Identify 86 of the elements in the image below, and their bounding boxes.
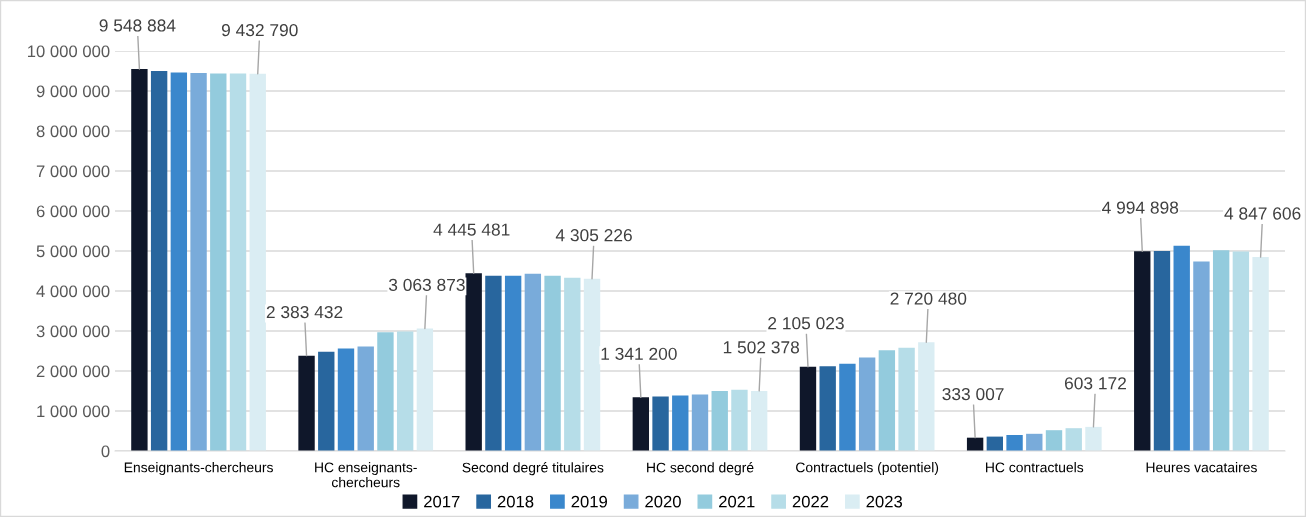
y-tick-label: 4 000 000: [36, 285, 110, 298]
bar: [652, 396, 669, 451]
legend-label: 2019: [571, 495, 608, 508]
legend-label: 2021: [719, 495, 755, 508]
bar: [210, 73, 227, 451]
bar: [1065, 428, 1082, 451]
data-label: 2 383 432: [266, 305, 343, 319]
bar: [131, 69, 148, 451]
bar: [819, 366, 836, 451]
x-tick-label: Second degré titulaires: [462, 462, 604, 476]
bar: [1252, 257, 1269, 451]
data-label: 3 063 873: [388, 278, 465, 292]
bar: [298, 355, 315, 451]
data-label: 333 007: [942, 387, 1004, 401]
x-tick-label: Contractuels (potentiel): [796, 462, 939, 476]
y-tick-label: 6 000 000: [36, 205, 110, 218]
bar: [1212, 250, 1230, 451]
legend-label: 2022: [792, 495, 829, 508]
bar: [672, 395, 689, 451]
data-label: 603 172: [1064, 377, 1126, 390]
bar: [524, 273, 542, 451]
bar: [150, 71, 168, 451]
data-label: 1 341 200: [601, 347, 677, 360]
x-tick-label: Enseignants-chercheurs: [124, 462, 273, 476]
data-label: 2 105 023: [768, 317, 844, 330]
y-tick-label: 3 000 000: [36, 325, 110, 338]
bar: [898, 347, 915, 451]
legend-label: 2018: [497, 495, 534, 508]
bar: [1006, 435, 1023, 451]
bar: [504, 275, 522, 451]
bar: [337, 348, 355, 451]
x-tick-label: HC contractuels: [986, 462, 1084, 473]
y-tick-label: 9 000 000: [36, 85, 110, 98]
bar: [799, 366, 817, 451]
x-tick-label: HC second degré: [647, 462, 754, 476]
bar: [1193, 261, 1210, 451]
legend-label: 2023: [866, 495, 903, 508]
bar: [416, 328, 434, 451]
data-label: 2 720 480: [890, 292, 967, 305]
bar: [1026, 433, 1043, 451]
bar: [229, 73, 247, 451]
y-tick-label: 0: [101, 445, 110, 458]
bar: [918, 342, 935, 451]
data-label: 1 502 378: [723, 341, 800, 354]
bar: [731, 389, 748, 451]
x-tick-label: HC enseignants- chercheurs: [315, 462, 417, 488]
bar: [357, 346, 374, 451]
bar: [583, 278, 601, 451]
bar: [1173, 245, 1190, 451]
bar: [750, 390, 768, 451]
data-label: 4 994 898: [1102, 201, 1179, 214]
data-label: 9 548 884: [99, 19, 176, 32]
bar: [544, 275, 561, 451]
bar: [1085, 426, 1102, 451]
bar: [249, 73, 266, 451]
data-label: 4 445 481: [433, 223, 510, 236]
bar: [1232, 251, 1250, 451]
data-label: 9 432 790: [221, 23, 298, 37]
bar: [377, 332, 394, 451]
legend-label: 2020: [645, 495, 681, 508]
bar: [858, 357, 876, 451]
bar: [839, 363, 856, 451]
y-tick-label: 7 000 000: [36, 165, 110, 178]
y-tick-label: 8 000 000: [36, 125, 110, 138]
bar: [170, 72, 188, 451]
data-label: 4 847 606: [1224, 207, 1301, 220]
bar: [190, 73, 207, 451]
bar: [691, 394, 709, 451]
bar: [878, 350, 896, 451]
bar: [564, 277, 581, 451]
bar: [1045, 430, 1063, 451]
y-tick-label: 10 000 000: [28, 45, 110, 58]
x-tick-label: Heures vacataires: [1146, 462, 1257, 473]
bar: [1134, 251, 1151, 451]
bar: [485, 275, 502, 451]
bar: [318, 351, 335, 451]
data-label: 4 305 226: [555, 229, 632, 242]
bar: [465, 273, 482, 451]
bar: [632, 397, 650, 451]
bar: [711, 391, 728, 451]
bar: [1153, 251, 1171, 451]
y-tick-label: 2 000 000: [36, 365, 110, 378]
y-tick-label: 1 000 000: [37, 405, 110, 418]
bar: [396, 331, 414, 451]
legend-label: 2017: [424, 495, 460, 508]
y-tick-label: 5 000 000: [36, 245, 110, 258]
